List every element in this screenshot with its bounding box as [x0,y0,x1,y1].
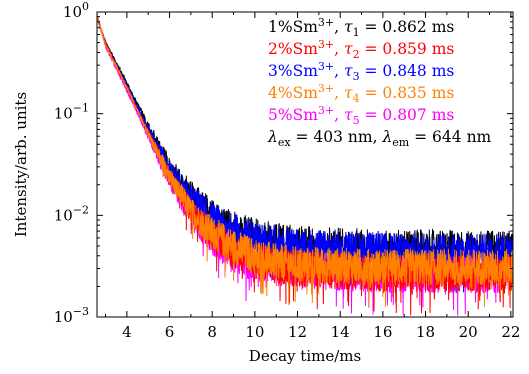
x-tick-label: 18 [416,323,435,341]
y-tick-label: 100 [63,0,89,21]
legend-entry-1: 1%Sm3+, τ1 = 0.862 ms [268,16,454,39]
y-axis-label: Intensity/arb. units [12,92,30,237]
series-layer [96,15,514,316]
x-tick-label: 12 [288,323,307,341]
x-tick-label: 14 [331,323,350,341]
y-tick-label: 10−3 [54,305,89,326]
x-tick-label: 6 [165,323,175,341]
tick-layer [97,11,513,318]
excitation-emission-annotation: λex = 403 nm, λem = 644 nm [267,128,492,149]
legend-entry-2: 2%Sm3+, τ2 = 0.859 ms [268,38,454,61]
legend-entry-4: 4%Sm3+, τ4 = 0.835 ms [268,82,454,105]
x-tick-label: 10 [245,323,264,341]
legend-entry-3: 3%Sm3+, τ3 = 0.848 ms [268,60,454,83]
x-tick-label: 8 [207,323,217,341]
x-tick-label: 20 [459,323,478,341]
y-tick-label: 10−1 [54,102,89,123]
legend: 1%Sm3+, τ1 = 0.862 ms2%Sm3+, τ2 = 0.859 … [268,16,454,127]
x-tick-label: 4 [122,323,132,341]
x-axis-label: Decay time/ms [249,347,361,365]
x-tick-label: 16 [373,323,392,341]
x-tick-label: 22 [501,323,520,341]
series-line-4 [96,15,514,307]
plot-frame [96,11,514,318]
y-tick-label: 10−2 [54,203,89,224]
label-layer: 4 6 8 10 12 14 16 18 20 22 100 10−1 10−2 10−3 [54,0,521,341]
legend-entry-5: 5%Sm3+, τ5 = 0.807 ms [268,104,454,127]
